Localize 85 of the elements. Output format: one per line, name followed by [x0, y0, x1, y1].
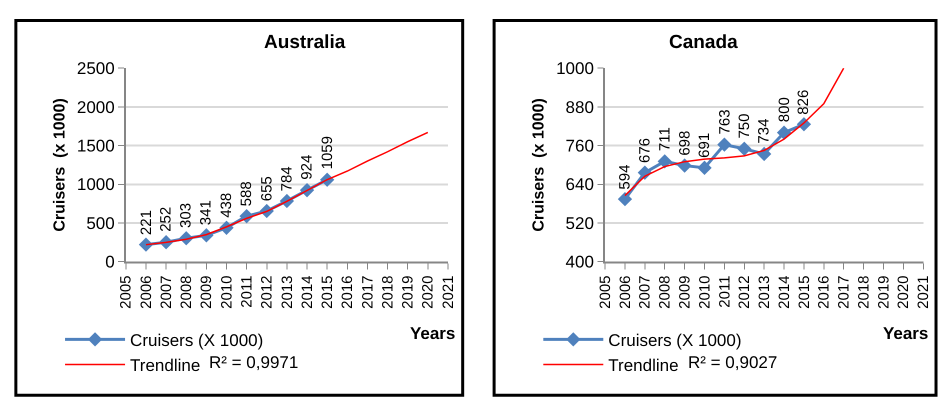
point [618, 192, 632, 206]
data-label: 924 [298, 154, 316, 180]
point [776, 126, 792, 140]
y-tick-label: 1500 [76, 136, 115, 156]
x-tick-label: 2005 [596, 275, 614, 309]
x-tick-label: 2019 [875, 275, 892, 309]
data-label: 438 [218, 192, 236, 218]
y-tick-label: 400 [566, 252, 594, 272]
x-tick-label: 2020 [420, 275, 437, 309]
data-label: 588 [238, 181, 255, 206]
point [697, 160, 712, 175]
text: R² = 0,9971 [209, 353, 298, 372]
data-label: 784 [278, 166, 296, 192]
data-label: 303 [177, 202, 194, 228]
x-tick-label: 2016 [339, 275, 356, 309]
y-tick-label: 500 [86, 214, 115, 233]
data-label: 763 [716, 109, 734, 134]
point [717, 137, 732, 152]
x-tick-label: 2013 [278, 275, 296, 309]
x-tick-label: 2017 [359, 275, 376, 309]
x-tick-label: 2016 [816, 275, 833, 309]
x-axis-title: Years [410, 324, 456, 343]
x-tick-label: 2019 [400, 275, 417, 309]
data-label: 1059 [318, 136, 336, 170]
y-tick-label: 2000 [76, 98, 115, 117]
y-tick-label: 760 [566, 136, 594, 156]
x-tick-label: 2021 [915, 275, 932, 309]
x-tick-label: 2010 [696, 275, 714, 309]
text: R² = 0,9027 [688, 353, 778, 372]
x-tick-label: 2011 [238, 275, 256, 308]
x-tick-label: 2008 [178, 275, 196, 309]
data-label: 800 [776, 97, 793, 122]
x-tick-label: 2010 [218, 275, 236, 309]
x-tick-label: 2017 [836, 275, 853, 309]
data-label: 734 [756, 118, 773, 144]
y-tick-label: 520 [566, 214, 594, 233]
x-tick-label: 2005 [118, 275, 135, 309]
point [138, 237, 154, 252]
x-tick-label: 2007 [158, 275, 175, 309]
x-tick-label: 2014 [776, 275, 793, 309]
x-tick-label: 2006 [616, 275, 634, 309]
data-label: 655 [258, 176, 276, 202]
y-tick-label: 640 [566, 175, 594, 194]
legend-label: Trendline [130, 356, 200, 376]
x-tick-label: 2006 [138, 275, 155, 309]
data-label: 594 [616, 164, 634, 190]
data-label: 221 [138, 210, 155, 236]
data-label: 676 [636, 138, 654, 164]
data-label: 341 [198, 200, 215, 226]
x-tick-label: 2009 [198, 275, 216, 309]
y-axis-title: Cruisers (x 1000) [51, 98, 68, 232]
x-tick-label: 2011 [716, 275, 734, 308]
data-label: 698 [676, 130, 694, 156]
x-tick-label: 2008 [656, 275, 674, 309]
y-tick-label: 1000 [76, 175, 115, 194]
y-tick-label: 0 [105, 252, 115, 272]
y-tick-label: 1000 [556, 59, 594, 78]
data-label: 691 [696, 132, 714, 158]
point [658, 154, 672, 169]
y-axis-title: Cruisers (x 1000) [530, 98, 548, 232]
legend-label: Cruisers (X 1000) [130, 330, 264, 350]
x-tick-label: 2009 [676, 275, 694, 309]
x-tick-label: 2015 [796, 275, 813, 309]
chart-title: Australia [264, 32, 346, 53]
x-tick-label: 2018 [379, 275, 396, 309]
point [737, 142, 752, 156]
x-tick-label: 2015 [319, 275, 336, 309]
x-axis-title: Years [883, 324, 928, 343]
x-tick-label: 2007 [636, 275, 654, 309]
chart-title: Canada [669, 32, 738, 53]
x-tick-label: 2018 [855, 275, 872, 309]
x-tick-label: 2012 [258, 275, 276, 309]
x-tick-label: 2020 [895, 275, 912, 309]
legend-label: Trendline [608, 356, 679, 376]
data-label: 750 [736, 114, 753, 139]
x-tick-label: 2013 [756, 275, 774, 309]
data-label: 252 [157, 206, 174, 232]
data-label: 711 [656, 127, 674, 152]
y-tick-label: 880 [566, 98, 594, 117]
legend-label: Cruisers (X 1000) [608, 330, 742, 350]
y-tick-label: 2500 [76, 59, 115, 78]
x-tick-label: 2012 [736, 275, 754, 309]
data-label: 826 [795, 90, 812, 115]
x-tick-label: 2014 [298, 275, 316, 309]
x-tick-label: 2021 [440, 275, 457, 309]
